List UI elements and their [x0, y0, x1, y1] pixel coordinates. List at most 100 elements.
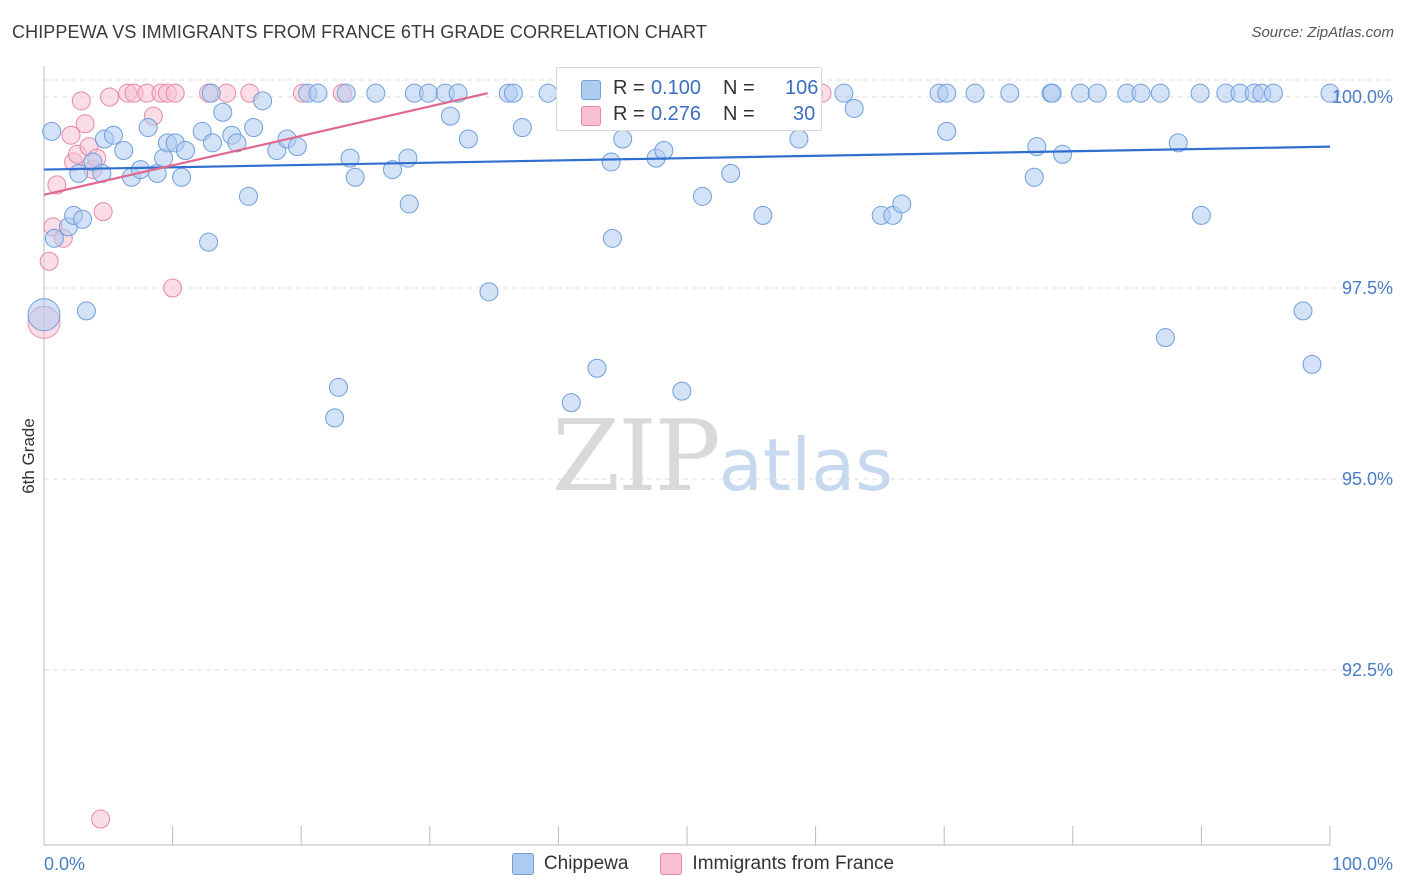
france-legend-swatch	[660, 853, 683, 875]
data-point-chippewa	[175, 140, 195, 160]
x-tick-label: 100.0%	[1332, 854, 1393, 874]
r-value: 0.100	[651, 77, 702, 99]
data-point-chippewa	[479, 282, 499, 302]
chippewa-swatch	[581, 80, 601, 100]
data-point-chippewa	[1087, 83, 1107, 103]
data-point-france	[47, 175, 67, 195]
data-point-chippewa	[328, 377, 348, 397]
data-point-chippewa	[1263, 83, 1283, 103]
source-credit: Source: ZipAtlas.com	[1251, 24, 1394, 41]
data-point-chippewa	[1302, 354, 1322, 374]
data-point-chippewa	[103, 125, 123, 145]
chippewa-legend-swatch	[511, 853, 534, 875]
data-point-chippewa	[244, 118, 264, 138]
data-point-chippewa	[114, 140, 134, 160]
data-point-chippewa	[538, 83, 558, 103]
tick-labels: 92.5% 95.0% 97.5% 100.0% 0.0% 100.0% 6th Grade	[19, 87, 1393, 874]
data-point-chippewa	[238, 186, 258, 206]
data-point-chippewa	[937, 121, 957, 141]
stats-legend: R = 0.100 N = 106 R = 0.276 N = 30	[556, 67, 822, 131]
data-point-chippewa	[399, 194, 419, 214]
n-value: 106	[785, 77, 819, 99]
data-point-chippewa	[458, 129, 478, 149]
data-point-chippewa	[1024, 167, 1044, 187]
data-point-chippewa	[587, 358, 607, 378]
data-point-france	[165, 83, 185, 103]
data-point-chippewa	[345, 167, 365, 187]
data-point-chippewa	[201, 83, 221, 103]
data-point-chippewa	[325, 408, 345, 428]
y-tick-label: 95.0%	[1342, 469, 1393, 489]
series-legend: Chippewa Immigrants from France	[0, 850, 1406, 878]
data-point-france	[93, 202, 113, 222]
data-point-chippewa	[44, 228, 64, 248]
data-point-chippewa	[937, 83, 957, 103]
data-point-chippewa	[1042, 83, 1062, 103]
data-point-chippewa	[287, 137, 307, 157]
data-point-france	[100, 87, 120, 107]
data-point-chippewa	[892, 194, 912, 214]
data-point-chippewa	[601, 152, 621, 172]
grid	[44, 79, 1390, 671]
watermark-atlas: atlas	[718, 423, 893, 507]
data-point-chippewa	[1320, 83, 1340, 103]
data-point-chippewa	[503, 83, 523, 103]
data-point-chippewa	[448, 83, 468, 103]
france-swatch	[581, 106, 601, 126]
legend-item-chippewa[interactable]: Chippewa	[511, 853, 629, 875]
axes	[43, 66, 1331, 846]
watermark-zip: ZIP	[552, 400, 721, 514]
data-point-chippewa	[1000, 83, 1020, 103]
data-point-chippewa	[1150, 83, 1170, 103]
trend-line-france	[43, 92, 488, 196]
data-point-chippewa	[512, 118, 532, 138]
x-tick-label: 0.0%	[44, 854, 85, 874]
data-point-chippewa	[213, 102, 233, 122]
legend-label-chippewa: Chippewa	[543, 853, 629, 874]
data-point-chippewa	[613, 129, 633, 149]
data-point-chippewa	[130, 160, 150, 180]
series-chippewa-points	[27, 83, 1340, 428]
y-axis-title: 6th Grade	[19, 418, 38, 494]
r-label: R =	[613, 103, 645, 125]
data-point-chippewa	[834, 83, 854, 103]
y-tick-label: 92.5%	[1342, 660, 1393, 680]
data-point-chippewa	[42, 121, 62, 141]
data-point-chippewa	[202, 133, 222, 153]
data-point-chippewa	[398, 148, 418, 168]
trend-line-chippewa	[43, 145, 1331, 171]
y-tick-label: 97.5%	[1342, 278, 1393, 298]
data-point-chippewa	[227, 133, 247, 153]
data-point-chippewa	[692, 186, 712, 206]
trend-lines	[43, 92, 1331, 196]
y-tick-label: 100.0%	[1332, 87, 1393, 107]
data-point-chippewa	[138, 118, 158, 138]
data-point-chippewa	[561, 393, 581, 413]
data-point-chippewa	[721, 163, 741, 183]
legend-item-france[interactable]: Immigrants from France	[660, 853, 894, 875]
data-point-chippewa	[308, 83, 328, 103]
data-point-chippewa	[383, 160, 403, 180]
data-point-chippewa	[1155, 328, 1175, 348]
data-point-france	[61, 125, 81, 145]
data-point-chippewa	[73, 209, 93, 229]
data-point-chippewa	[340, 148, 360, 168]
data-point-chippewa	[253, 91, 273, 111]
n-label: N =	[723, 103, 755, 125]
data-point-chippewa	[844, 98, 864, 118]
data-point-chippewa	[76, 301, 96, 321]
data-point-chippewa	[172, 167, 192, 187]
data-point-france	[91, 809, 111, 829]
data-point-chippewa	[965, 83, 985, 103]
data-point-chippewa	[366, 83, 386, 103]
data-point-chippewa	[753, 205, 773, 225]
data-point-chippewa	[1071, 83, 1091, 103]
data-point-chippewa	[419, 83, 439, 103]
chart-title: CHIPPEWA VS IMMIGRANTS FROM FRANCE 6TH G…	[12, 22, 707, 42]
watermark: ZIPatlas	[552, 400, 893, 514]
r-label: R =	[613, 77, 645, 99]
n-value: 30	[793, 103, 816, 125]
data-point-france	[39, 251, 59, 271]
data-point-chippewa	[1053, 144, 1073, 164]
